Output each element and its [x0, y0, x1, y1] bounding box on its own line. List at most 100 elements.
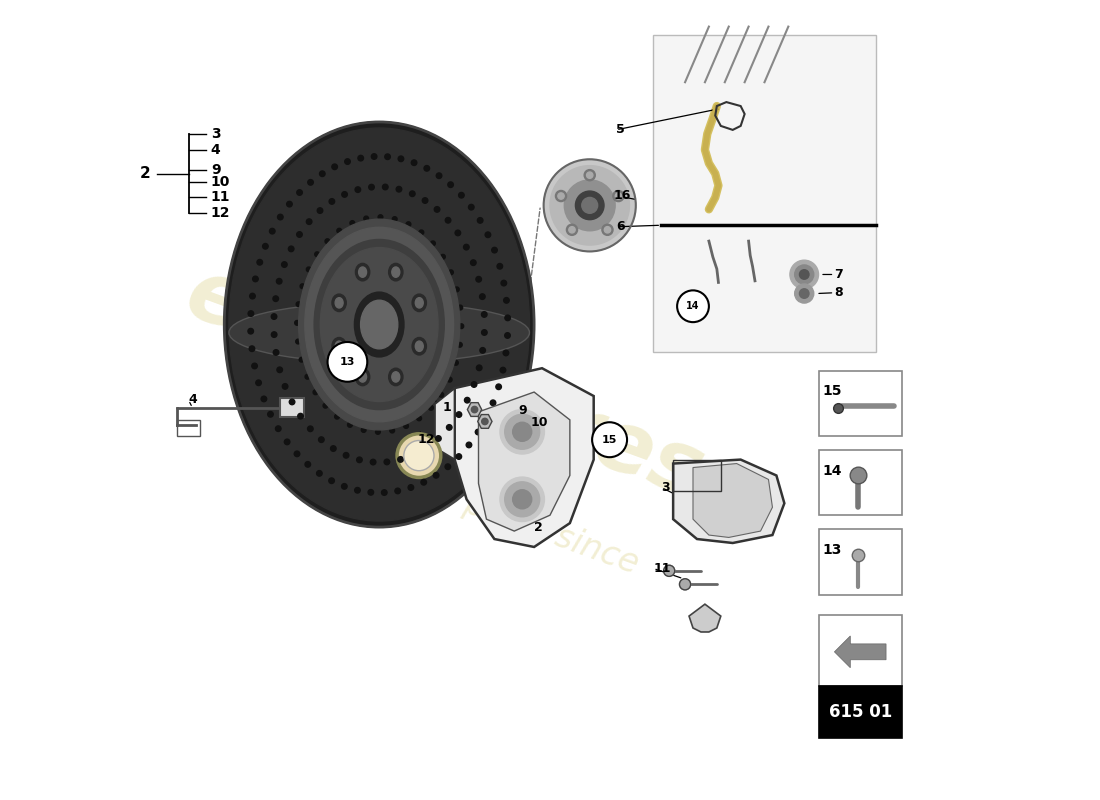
Text: 5: 5	[616, 123, 625, 136]
Bar	[673, 459, 720, 491]
Ellipse shape	[385, 154, 390, 159]
Text: 2: 2	[140, 166, 151, 181]
Ellipse shape	[477, 218, 483, 223]
Ellipse shape	[361, 427, 366, 432]
Ellipse shape	[253, 276, 258, 282]
Ellipse shape	[383, 184, 388, 190]
Ellipse shape	[317, 208, 322, 214]
Bar	[818, 370, 902, 436]
Ellipse shape	[419, 230, 424, 234]
Bar	[177, 420, 200, 436]
Ellipse shape	[411, 160, 417, 166]
Ellipse shape	[412, 338, 427, 355]
Ellipse shape	[224, 122, 535, 527]
Text: 615 01: 615 01	[828, 703, 892, 722]
Ellipse shape	[297, 232, 302, 238]
Ellipse shape	[434, 206, 440, 212]
Ellipse shape	[257, 259, 263, 265]
Ellipse shape	[354, 292, 404, 357]
Ellipse shape	[307, 219, 312, 225]
Ellipse shape	[267, 411, 273, 417]
Ellipse shape	[454, 287, 459, 292]
Ellipse shape	[404, 441, 434, 470]
Ellipse shape	[308, 179, 314, 185]
Ellipse shape	[500, 280, 507, 286]
Ellipse shape	[482, 330, 487, 335]
Ellipse shape	[412, 294, 427, 311]
Ellipse shape	[464, 398, 470, 403]
Ellipse shape	[476, 277, 482, 282]
Ellipse shape	[368, 490, 374, 495]
Ellipse shape	[436, 436, 441, 442]
Ellipse shape	[307, 267, 311, 272]
Circle shape	[794, 284, 814, 303]
Ellipse shape	[317, 470, 322, 476]
Circle shape	[575, 191, 604, 220]
Ellipse shape	[356, 457, 362, 462]
Circle shape	[615, 193, 622, 199]
Circle shape	[471, 406, 477, 413]
Ellipse shape	[406, 222, 411, 226]
Ellipse shape	[332, 164, 338, 170]
Circle shape	[604, 226, 611, 233]
Ellipse shape	[297, 190, 302, 195]
Ellipse shape	[324, 239, 330, 243]
Ellipse shape	[229, 128, 529, 521]
Ellipse shape	[388, 368, 403, 386]
Ellipse shape	[482, 312, 487, 318]
Circle shape	[558, 193, 564, 199]
Ellipse shape	[354, 487, 360, 493]
Ellipse shape	[466, 442, 472, 448]
Ellipse shape	[459, 193, 464, 198]
Ellipse shape	[458, 342, 462, 347]
Ellipse shape	[355, 187, 361, 193]
Ellipse shape	[250, 346, 255, 351]
Ellipse shape	[448, 182, 453, 187]
Ellipse shape	[305, 227, 453, 422]
Ellipse shape	[358, 155, 363, 161]
Circle shape	[513, 490, 531, 509]
Ellipse shape	[277, 214, 283, 220]
Bar	[818, 614, 902, 686]
Ellipse shape	[332, 338, 346, 355]
Ellipse shape	[497, 263, 503, 269]
Text: 11: 11	[211, 190, 230, 205]
Ellipse shape	[298, 219, 460, 430]
Ellipse shape	[372, 154, 377, 159]
Text: 10: 10	[530, 416, 548, 429]
Circle shape	[584, 170, 595, 181]
Ellipse shape	[361, 300, 398, 349]
Bar	[653, 34, 876, 352]
Bar	[279, 398, 304, 418]
Ellipse shape	[505, 333, 510, 338]
Ellipse shape	[248, 328, 253, 334]
Ellipse shape	[439, 393, 443, 397]
Ellipse shape	[350, 221, 354, 226]
Ellipse shape	[355, 263, 370, 281]
Ellipse shape	[344, 158, 350, 164]
Ellipse shape	[392, 267, 399, 278]
Text: 15: 15	[602, 434, 617, 445]
Ellipse shape	[282, 262, 287, 267]
Ellipse shape	[305, 374, 310, 379]
Text: 7: 7	[835, 268, 844, 281]
Ellipse shape	[416, 341, 424, 351]
Text: 9: 9	[211, 162, 220, 177]
Ellipse shape	[336, 298, 343, 308]
Ellipse shape	[421, 479, 427, 485]
Ellipse shape	[308, 426, 314, 431]
Ellipse shape	[296, 339, 300, 344]
Ellipse shape	[273, 296, 278, 302]
Ellipse shape	[417, 416, 421, 421]
Ellipse shape	[483, 415, 488, 421]
Text: 14: 14	[686, 302, 700, 311]
Ellipse shape	[261, 396, 266, 402]
Ellipse shape	[476, 365, 482, 370]
Text: 4: 4	[188, 394, 197, 406]
Text: eurospares: eurospares	[175, 252, 715, 516]
Text: 9: 9	[518, 404, 527, 417]
Ellipse shape	[323, 403, 328, 408]
Ellipse shape	[332, 294, 346, 311]
Ellipse shape	[319, 437, 324, 442]
Ellipse shape	[492, 247, 497, 253]
